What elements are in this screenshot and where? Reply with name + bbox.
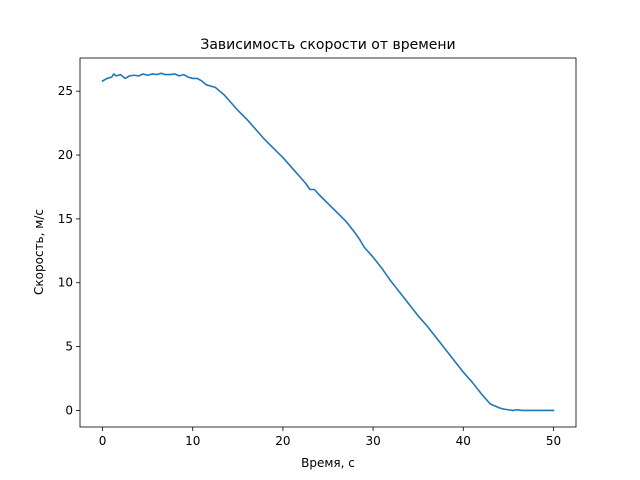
plot-area: 0 10 20 30 40 50 0 5 10 15 20 25 xyxy=(58,57,577,448)
series-line-0 xyxy=(101,72,555,412)
y-tick-label: 10 xyxy=(58,276,73,290)
x-tick-label: 10 xyxy=(185,434,200,448)
x-tick-label: 40 xyxy=(456,434,471,448)
x-tick-label: 30 xyxy=(365,434,380,448)
y-tick-label: 0 xyxy=(65,403,73,417)
plot-frame xyxy=(79,57,577,428)
y-tick-label: 15 xyxy=(58,212,73,226)
x-tick-label: 20 xyxy=(275,434,290,448)
x-axis-label: Время, с xyxy=(301,456,355,470)
x-tick-label: 0 xyxy=(99,434,107,448)
chart-title: Зависимость скорости от времени xyxy=(200,37,455,53)
y-tick-label: 20 xyxy=(58,148,73,162)
y-tick-label: 25 xyxy=(58,84,73,98)
y-axis-label: Скорость, м/с xyxy=(32,209,46,295)
y-tick-label: 5 xyxy=(65,340,73,354)
x-tick-label: 50 xyxy=(546,434,561,448)
